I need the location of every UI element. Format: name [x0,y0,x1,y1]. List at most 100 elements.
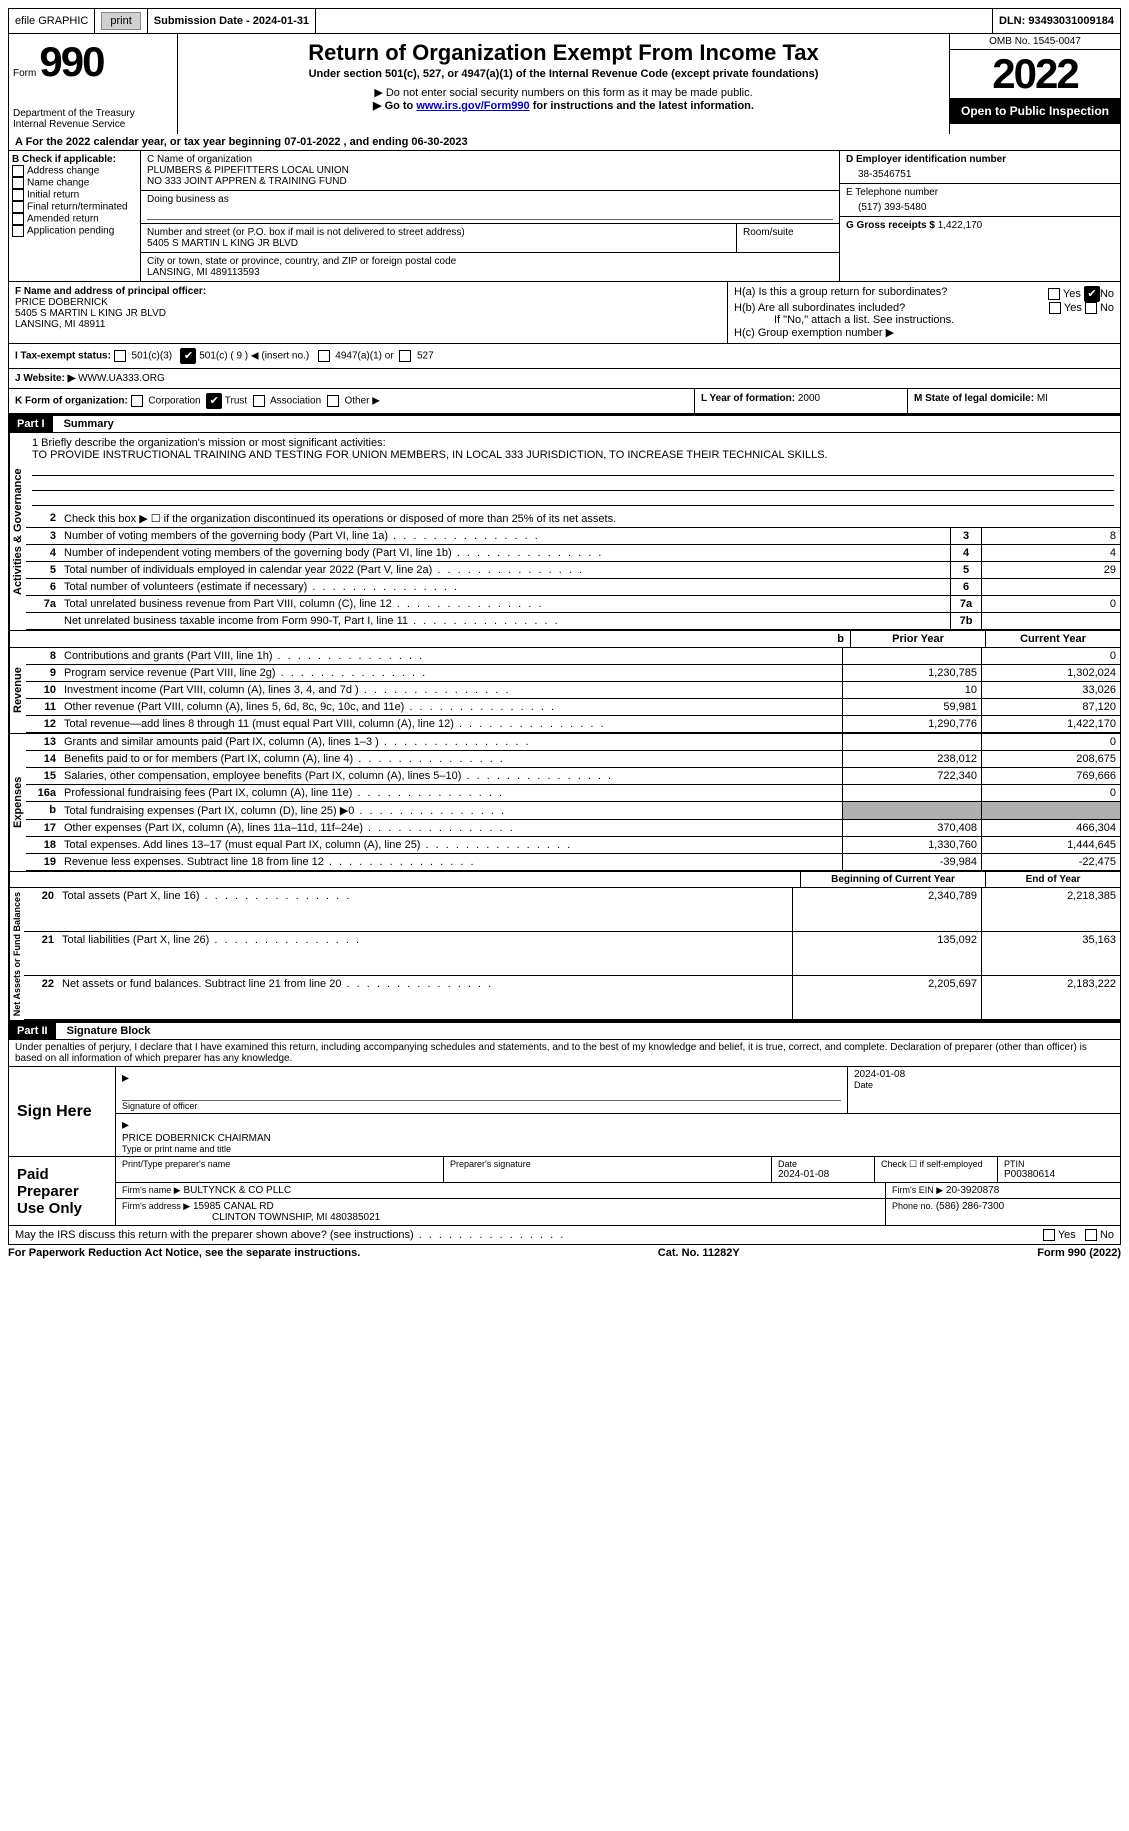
street-value: 5405 S MARTIN L KING JR BLVD [147,238,730,249]
city-label: City or town, state or province, country… [147,256,833,267]
table-row: 9Program service revenue (Part VIII, lin… [26,665,1120,682]
firm-ein: 20-3920878 [946,1185,999,1196]
chk-app-pending[interactable] [12,225,24,237]
j-label: J Website: ▶ [15,373,75,384]
note-ssn: ▶ Do not enter social security numbers o… [182,86,945,99]
discuss-yes-chk[interactable] [1043,1229,1055,1241]
table-row: 5Total number of individuals employed in… [26,562,1120,579]
firm-addr-label: Firm's address ▶ [122,1201,190,1211]
opt-final-return: Final return/terminated [27,202,128,213]
ha-no: No [1100,288,1114,300]
chk-amended[interactable] [12,213,24,225]
opt-501c3: 501(c)(3) [132,351,173,362]
net-assets-table: 20Total assets (Part X, line 16)2,340,78… [24,888,1120,1020]
hb-no-chk[interactable] [1085,302,1097,314]
discuss-yes: Yes [1058,1229,1076,1241]
opt-initial-return: Initial return [27,190,79,201]
part-i-title: Summary [56,418,114,430]
vlabel-na: Net Assets or Fund Balances [9,888,24,1020]
ag-table: 2Check this box ▶ ☐ if the organization … [26,510,1120,630]
chk-initial-return[interactable] [12,189,24,201]
submission-date: Submission Date - 2024-01-31 [148,9,316,33]
period-label: A For the 2022 calendar year, or tax yea… [15,136,284,148]
chk-other[interactable] [327,395,339,407]
mission-label: 1 Briefly describe the organization's mi… [32,437,1114,449]
table-row: 8Contributions and grants (Part VIII, li… [26,648,1120,665]
table-row: 16aProfessional fundraising fees (Part I… [26,785,1120,802]
chk-name-change[interactable] [12,177,24,189]
officer-city: LANSING, MI 48911 [15,319,721,330]
street-label: Number and street (or P.O. box if mail i… [147,227,730,238]
ha-yes-chk[interactable] [1048,288,1060,300]
paid-preparer-label: Paid Preparer Use Only [9,1157,115,1225]
phone-value: (517) 393-5480 [846,198,1114,213]
table-row: 10Investment income (Part VIII, column (… [26,682,1120,699]
mission-text: TO PROVIDE INSTRUCTIONAL TRAINING AND TE… [32,449,1114,461]
chk-4947[interactable] [318,350,330,362]
table-row: 20Total assets (Part X, line 16)2,340,78… [24,888,1120,931]
table-row: 17Other expenses (Part IX, column (A), l… [26,820,1120,837]
omb-number: OMB No. 1545-0047 [950,34,1120,50]
chk-address-change[interactable] [12,165,24,177]
opt-amended: Amended return [27,214,99,225]
boy-header: Beginning of Current Year [800,872,985,887]
expenses-section: Expenses 13Grants and similar amounts pa… [8,734,1121,872]
opt-corp: Corporation [148,396,200,407]
table-row: 19Revenue less expenses. Subtract line 1… [26,854,1120,871]
sign-here-label: Sign Here [9,1067,115,1156]
chk-assoc[interactable] [253,395,265,407]
chk-final-return[interactable] [12,201,24,213]
perjury-declaration: Under penalties of perjury, I declare th… [8,1040,1121,1067]
form-header: Form 990 Department of the Treasury Inte… [8,34,1121,134]
part-ii-title: Signature Block [59,1025,151,1037]
expenses-table: 13Grants and similar amounts paid (Part … [26,734,1120,871]
discuss-no-chk[interactable] [1085,1229,1097,1241]
chk-501c3[interactable] [114,350,126,362]
prep-name-label: Print/Type preparer's name [122,1159,437,1169]
table-row: 11Other revenue (Part VIII, column (A), … [26,699,1120,716]
city-value: LANSING, MI 489113593 [147,267,833,278]
boy-eoy-header: Beginning of Current Year End of Year [8,872,1121,888]
opt-other: Other ▶ [344,396,379,407]
table-row: 7aTotal unrelated business revenue from … [26,596,1120,613]
print-button[interactable]: print [101,12,140,30]
chk-527[interactable] [399,350,411,362]
form-title: Return of Organization Exempt From Incom… [182,40,945,66]
officer-label: F Name and address of principal officer: [15,286,721,297]
chk-trust[interactable]: ✔ [206,393,222,409]
m-value: MI [1037,393,1048,404]
hb-yes-chk[interactable] [1049,302,1061,314]
vlabel-ag: Activities & Governance [9,433,26,630]
top-bar: efile GRAPHIC print Submission Date - 20… [8,8,1121,34]
col-header-row: b Prior Year Current Year [8,631,1121,648]
table-row: 12Total revenue—add lines 8 through 11 (… [26,716,1120,733]
irs-link[interactable]: www.irs.gov/Form990 [416,100,529,112]
firm-ein-label: Firm's EIN ▶ [892,1185,943,1195]
section-b-label: B Check if applicable: [12,154,137,165]
hc-label: H(c) Group exemption number ▶ [734,326,1114,339]
current-year-header: Current Year [985,631,1120,647]
net-assets-section: Net Assets or Fund Balances 20Total asse… [8,888,1121,1021]
ha-yes: Yes [1063,288,1081,300]
part-i-header: Part I [9,416,53,432]
period-end: 06-30-2023 [411,136,467,148]
chk-501c[interactable]: ✔ [180,348,196,364]
firm-name: BULTYNCK & CO PLLC [183,1185,291,1196]
firm-phone: (586) 286-7300 [936,1201,1004,1212]
gross-label: G Gross receipts $ [846,220,935,231]
table-row: Net unrelated business taxable income fr… [26,613,1120,630]
ptin-label: PTIN [1004,1159,1114,1169]
chk-corp[interactable] [131,395,143,407]
discuss-label: May the IRS discuss this return with the… [15,1229,414,1241]
table-row: 4Number of independent voting members of… [26,545,1120,562]
l-label: L Year of formation: [701,393,798,404]
ha-no-chk[interactable]: ✔ [1084,286,1100,302]
ein-value: 38-3546751 [846,165,1114,180]
hb-note: If "No," attach a list. See instructions… [734,314,1114,326]
prep-date: 2024-01-08 [778,1169,868,1180]
discuss-row: May the IRS discuss this return with the… [8,1226,1121,1245]
tax-year: 2022 [950,50,1120,98]
vlabel-rev: Revenue [9,648,26,733]
table-row: 6Total number of volunteers (estimate if… [26,579,1120,596]
dba-label: Doing business as [147,194,833,205]
